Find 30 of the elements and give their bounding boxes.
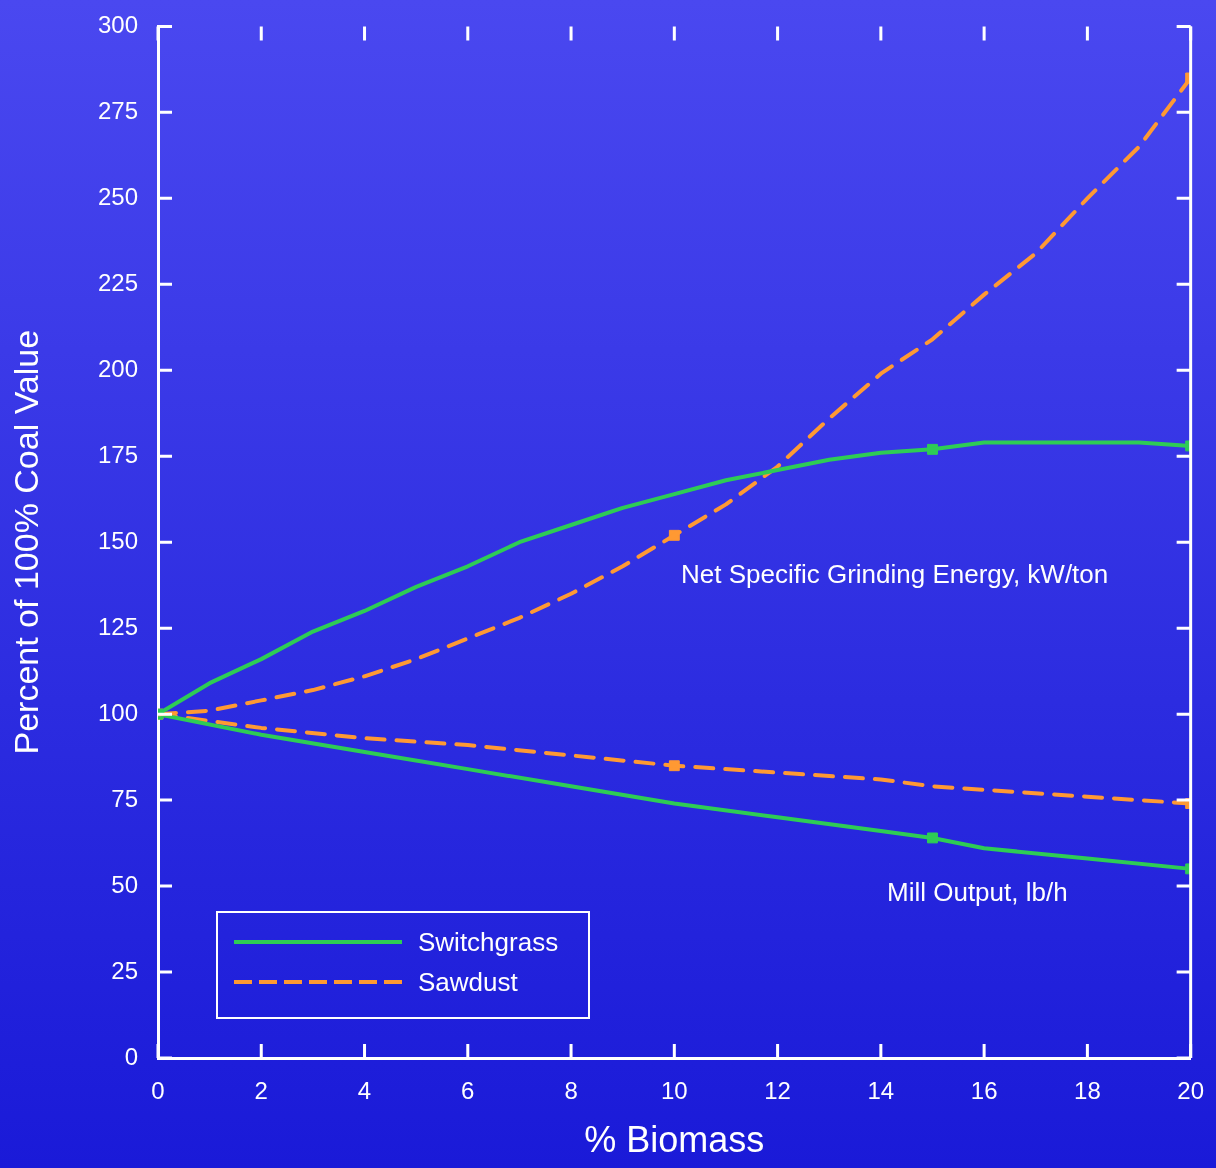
y-tick-label: 100 [97, 698, 138, 726]
y-tick-label: 75 [111, 784, 138, 812]
y-tick-label: 0 [124, 1042, 138, 1070]
y-tick-label: 25 [111, 956, 138, 984]
y-tick-label: 300 [97, 11, 138, 39]
x-tick-label: 18 [1074, 1077, 1101, 1105]
x-tick-label: 4 [357, 1077, 372, 1105]
y-tick-label: 175 [97, 440, 138, 468]
x-tick-label: 12 [764, 1077, 791, 1105]
annotation: Mill Output, lb/h [887, 877, 1068, 907]
y-axis-title: Percent of 100% Coal Value [6, 329, 45, 755]
y-tick-label: 275 [97, 96, 138, 124]
x-tick-label: 2 [254, 1077, 268, 1105]
legend-label: Switchgrass [418, 927, 559, 957]
y-tick-label: 50 [111, 870, 138, 898]
x-tick-label: 6 [461, 1077, 475, 1105]
x-tick-label: 0 [151, 1077, 165, 1105]
y-tick-label: 250 [97, 182, 138, 210]
y-tick-label: 200 [97, 354, 138, 382]
annotation: Net Specific Grinding Energy, kW/ton [681, 559, 1109, 589]
legend-label: Sawdust [418, 967, 518, 997]
x-tick-label: 14 [867, 1077, 895, 1105]
y-tick-label: 125 [97, 612, 138, 640]
x-tick-label: 16 [970, 1077, 998, 1105]
x-tick-label: 8 [564, 1077, 578, 1105]
x-tick-label: 10 [660, 1077, 688, 1105]
x-tick-label: 20 [1177, 1077, 1204, 1105]
y-tick-label: 150 [97, 526, 138, 554]
y-tick-label: 225 [97, 268, 138, 296]
x-axis-title: % Biomass [584, 1119, 765, 1161]
